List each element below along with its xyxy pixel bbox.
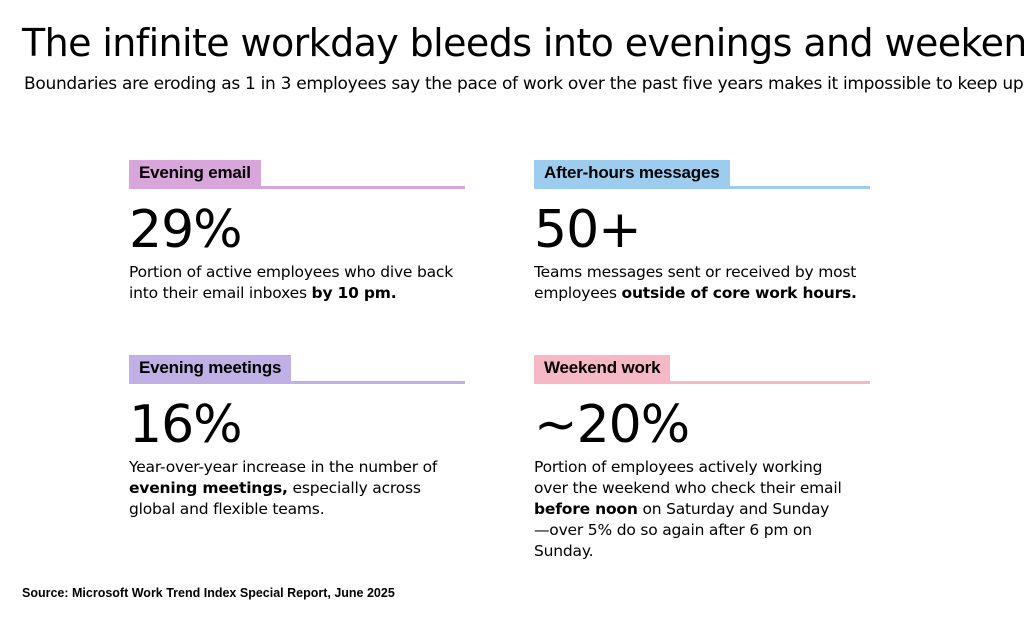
card-stat-value: 50+ — [534, 200, 642, 260]
card-stat-value: 16% — [129, 395, 243, 455]
description-text: Teams messages sent or received by most … — [534, 263, 857, 302]
stat-card-evening-meetings: Evening meetings 16% Year-over-year incr… — [129, 355, 465, 520]
description-text: on Saturday and Sunday—over 5% do so aga… — [534, 500, 830, 560]
card-tag-underline — [129, 381, 465, 384]
card-tag: Weekend work — [534, 355, 671, 381]
card-tag: After-hours messages — [534, 160, 730, 186]
card-stat-value: 29% — [129, 200, 243, 260]
description-text: Portion of employees actively working ov… — [534, 458, 842, 497]
description-emphasis: by 10 pm. — [311, 284, 397, 302]
source-note: Source: Microsoft Work Trend Index Speci… — [22, 586, 395, 600]
description-emphasis: before noon — [534, 500, 638, 518]
card-tag: Evening meetings — [129, 355, 292, 381]
card-description: Portion of active employees who dive bac… — [129, 262, 459, 304]
description-emphasis: evening meetings, — [129, 479, 288, 497]
page-subtitle: Boundaries are eroding as 1 in 3 employe… — [24, 74, 1024, 94]
card-description: Year-over-year increase in the number of… — [129, 457, 447, 520]
stat-card-evening-email: Evening email 29% Portion of active empl… — [129, 160, 465, 304]
card-tag-underline — [129, 186, 465, 189]
stat-card-after-hours-messages: After-hours messages 50+ Teams messages … — [534, 160, 870, 304]
card-tag: Evening email — [129, 160, 261, 186]
card-tag-underline — [534, 186, 870, 189]
card-description: Teams messages sent or received by most … — [534, 262, 874, 304]
card-description: Portion of employees actively working ov… — [534, 457, 844, 562]
card-stat-value: ~20% — [534, 395, 690, 455]
stat-card-weekend-work: Weekend work ~20% Portion of employees a… — [534, 355, 870, 562]
description-text: Year-over-year increase in the number of — [129, 458, 438, 476]
description-emphasis: outside of core work hours. — [621, 284, 857, 302]
page-title: The infinite workday bleeds into evening… — [22, 21, 1024, 65]
card-tag-underline — [534, 381, 870, 384]
description-text: Portion of active employees who dive bac… — [129, 263, 454, 302]
description-text: especially across global and flexible te… — [129, 479, 421, 518]
